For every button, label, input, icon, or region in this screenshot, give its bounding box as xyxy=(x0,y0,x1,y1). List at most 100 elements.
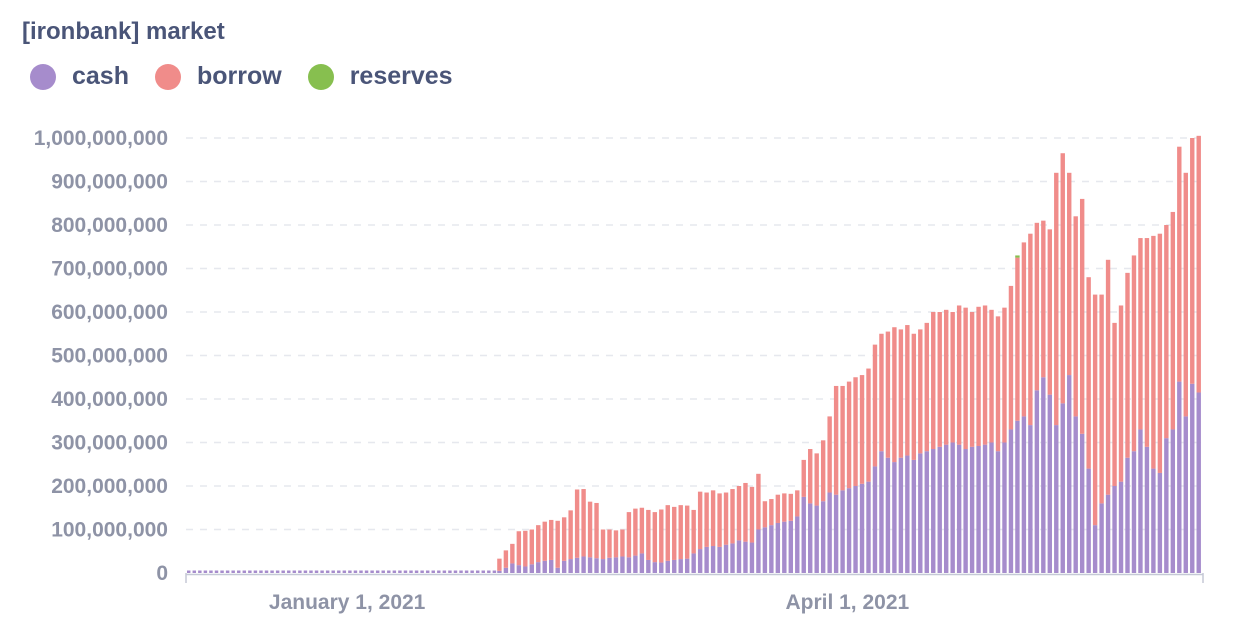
bar-borrow xyxy=(1021,242,1027,417)
bar-borrow xyxy=(943,309,949,445)
baseline-bar xyxy=(364,570,369,573)
y-tick-label: 100,000,000 xyxy=(51,519,168,542)
bar-cash xyxy=(788,520,793,573)
bar-cash xyxy=(1092,525,1098,573)
baseline-bar xyxy=(231,570,235,573)
bar-borrow xyxy=(730,489,735,544)
baseline-bar xyxy=(359,570,363,573)
bar-cash xyxy=(931,449,936,573)
bar-borrow xyxy=(976,306,981,446)
legend-item-cash[interactable]: cash xyxy=(30,62,129,91)
legend-item-reserves[interactable]: reserves xyxy=(307,62,453,91)
bar-cash xyxy=(1034,390,1040,573)
bar-borrow xyxy=(1131,255,1137,452)
bar-cash xyxy=(846,488,852,573)
bar-borrow xyxy=(762,501,768,528)
bar-cash xyxy=(529,564,534,573)
bar-cash xyxy=(937,446,942,573)
bar-cash xyxy=(995,451,1001,573)
bar-cash xyxy=(982,444,988,573)
baseline-bar xyxy=(431,570,435,573)
bar-cash xyxy=(762,527,768,573)
bar-cash xyxy=(872,466,878,573)
bar-cash xyxy=(1196,392,1201,573)
bar-cash xyxy=(1067,375,1072,573)
bar-borrow xyxy=(503,550,509,568)
bar-cash xyxy=(1190,383,1195,573)
bar-borrow xyxy=(510,543,515,564)
baseline-bar xyxy=(375,570,380,573)
bar-borrow xyxy=(594,502,599,559)
baseline-bar xyxy=(225,570,230,573)
bar-cash xyxy=(969,446,975,573)
bar-cash xyxy=(717,546,722,573)
bar-cash xyxy=(911,459,917,573)
legend-label-cash: cash xyxy=(72,62,129,90)
bar-borrow xyxy=(969,312,975,447)
chart-title: [ironbank] market xyxy=(22,18,225,45)
bar-cash xyxy=(510,563,515,573)
legend-item-borrow[interactable]: borrow xyxy=(154,62,282,91)
bar-cash xyxy=(879,451,884,573)
bar-borrow xyxy=(840,385,845,491)
bar-cash xyxy=(840,490,845,573)
bar-cash xyxy=(1164,438,1169,573)
bar-borrow xyxy=(788,493,793,521)
bar-borrow xyxy=(1125,272,1130,458)
legend-dot-cash xyxy=(30,63,56,90)
bar-borrow xyxy=(937,312,942,447)
baseline-bar xyxy=(448,570,452,573)
bar-borrow xyxy=(587,501,593,558)
bar-borrow xyxy=(1112,322,1117,486)
bar-borrow xyxy=(1008,285,1014,430)
bar-borrow xyxy=(924,322,929,452)
baseline-bar xyxy=(459,570,463,573)
bar-borrow xyxy=(736,486,742,541)
bar-cash xyxy=(905,455,910,573)
bar-borrow xyxy=(717,493,722,547)
bar-cash xyxy=(866,481,871,573)
baseline-bar xyxy=(292,570,297,573)
bar-cash xyxy=(581,556,586,573)
bar-cash xyxy=(1157,472,1163,573)
bar-cash xyxy=(684,558,690,573)
bar-cash xyxy=(516,565,522,573)
bar-borrow xyxy=(846,381,852,489)
baseline-bar xyxy=(487,570,491,573)
bar-borrow xyxy=(1047,229,1053,395)
bar-cash xyxy=(827,492,832,573)
bar-borrow xyxy=(892,327,897,463)
bar-cash xyxy=(956,444,962,573)
bar-borrow xyxy=(885,331,891,458)
baseline-bar xyxy=(303,570,308,573)
bar-borrow xyxy=(568,510,573,560)
bar-borrow xyxy=(1028,233,1033,426)
bar-cash xyxy=(678,559,683,573)
y-tick-label: 800,000,000 xyxy=(51,214,168,237)
bar-cash xyxy=(775,522,781,573)
bar-borrow xyxy=(872,344,878,467)
bar-cash xyxy=(497,570,502,573)
bar-borrow xyxy=(820,440,826,502)
bar-cash xyxy=(672,559,677,573)
baseline-bar xyxy=(420,570,424,573)
baseline-bar xyxy=(481,570,485,573)
baseline-bar xyxy=(203,570,208,573)
bar-cash xyxy=(833,494,839,573)
bar-borrow xyxy=(1138,238,1143,430)
baseline-bar xyxy=(398,570,402,573)
bar-borrow xyxy=(982,305,988,445)
bar-borrow xyxy=(672,506,677,560)
bar-cash xyxy=(1073,416,1078,573)
bar-borrow xyxy=(581,489,586,557)
bar-cash xyxy=(976,445,981,573)
bar-borrow xyxy=(931,312,936,450)
bar-cash xyxy=(574,557,580,573)
baseline-bar xyxy=(264,570,269,573)
y-tick-label: 400,000,000 xyxy=(51,388,168,411)
bar-borrow xyxy=(769,499,774,526)
bar-borrow xyxy=(523,530,528,567)
bar-borrow xyxy=(639,507,645,554)
baseline-bar xyxy=(370,570,374,573)
baseline-bar xyxy=(253,570,258,573)
